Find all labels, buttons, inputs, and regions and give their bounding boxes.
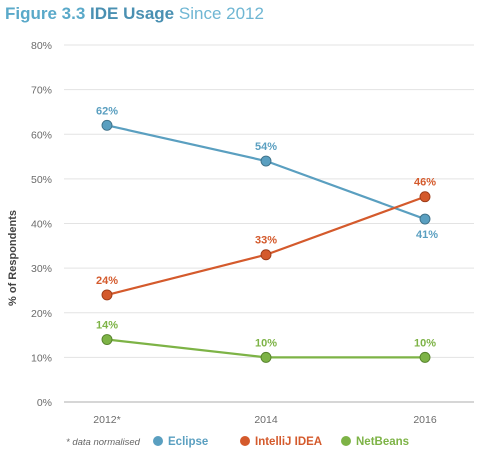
data-point	[260, 155, 272, 167]
data-point	[260, 351, 272, 363]
figure-number: Figure 3.3	[5, 4, 86, 23]
legend: Eclipse IntelliJ IDEA NetBeans	[153, 436, 409, 448]
legend-item-netbeans: NetBeans	[341, 436, 409, 448]
chart-title-sub: Since 2012	[178, 4, 264, 23]
legend-label: IntelliJ IDEA	[255, 436, 322, 448]
data-label: 33%	[255, 235, 277, 247]
data-point	[419, 351, 431, 363]
x-tick-label: 2014	[254, 414, 278, 426]
data-label: 46%	[414, 177, 436, 189]
legend-item-eclipse: Eclipse	[153, 436, 208, 448]
data-point	[101, 119, 113, 131]
data-point	[419, 191, 431, 203]
data-point	[419, 213, 431, 225]
y-tick-label: 70%	[31, 85, 52, 97]
series-points	[101, 119, 431, 363]
data-label: 54%	[255, 141, 277, 153]
data-label: 24%	[96, 275, 118, 287]
data-point	[101, 334, 113, 345]
data-point	[260, 249, 272, 261]
y-tick-label: 80%	[31, 40, 52, 52]
series-line-eclipse	[106, 124, 426, 221]
x-tick-labels: 2012* 2014 2016	[93, 414, 437, 426]
data-labels: 62% 54% 41% 24% 33% 46% 14% 10% 10%	[96, 105, 438, 349]
y-tick-label: 0%	[37, 397, 52, 409]
legend-label: Eclipse	[168, 436, 208, 448]
data-label: 10%	[255, 337, 277, 349]
y-tick-label: 20%	[31, 308, 52, 320]
legend-label: NetBeans	[356, 436, 409, 448]
data-label: 10%	[414, 337, 436, 349]
gridlines	[64, 44, 474, 403]
y-axis-label: % of Respondents	[7, 210, 19, 306]
x-tick-label: 2016	[413, 414, 437, 426]
y-tick-label: 30%	[31, 263, 52, 275]
chart-title: Figure 3.3 IDE Usage Since 2012	[5, 4, 264, 24]
legend-marker	[341, 436, 351, 446]
y-tick-labels: 0% 10% 20% 30% 40% 50% 60% 70% 80%	[31, 40, 52, 409]
chart-title-main: IDE Usage	[90, 4, 175, 23]
data-label: 62%	[96, 105, 118, 117]
y-tick-label: 60%	[31, 129, 52, 141]
y-tick-label: 40%	[31, 219, 52, 231]
data-label: 41%	[416, 229, 438, 241]
legend-marker	[153, 436, 163, 446]
legend-item-intellij-idea: IntelliJ IDEA	[240, 436, 322, 448]
footnote: * data normalised	[66, 437, 141, 448]
x-tick-label: 2012*	[93, 414, 120, 426]
data-label: 14%	[96, 320, 118, 332]
data-point	[101, 289, 113, 301]
y-tick-label: 10%	[31, 352, 52, 364]
y-tick-label: 50%	[31, 174, 52, 186]
legend-marker	[240, 436, 250, 446]
